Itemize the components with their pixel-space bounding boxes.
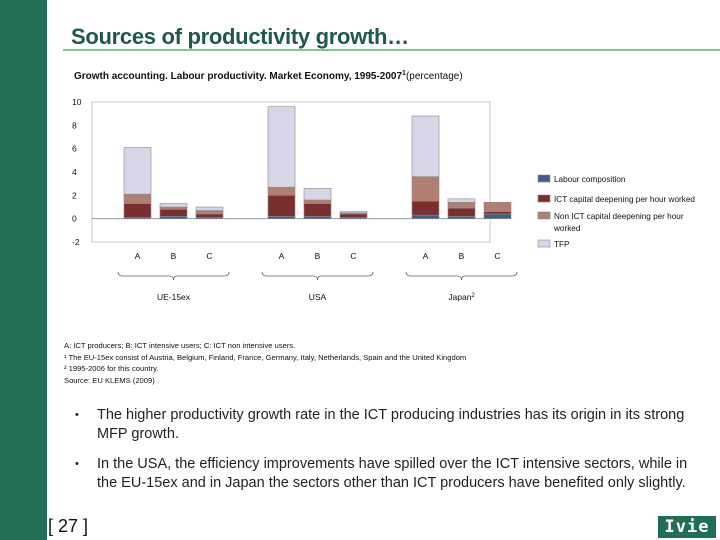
y-tick-label: 0 — [72, 214, 77, 224]
chart-title: Growth accounting. Labour productivity. … — [74, 70, 463, 82]
bar-segment — [303, 203, 332, 217]
bar-segment — [483, 202, 512, 212]
bullet-text: The higher productivity growth rate in t… — [97, 407, 685, 442]
ivie-logo: Ivie — [658, 516, 716, 538]
bar-segment — [411, 115, 440, 177]
x-category-label: C — [206, 251, 212, 261]
note-line: A: ICT producers; B: ICT intensive users… — [64, 341, 296, 350]
bar-segment — [411, 200, 440, 216]
x-category-label: B — [459, 251, 465, 261]
x-category-label: A — [135, 251, 141, 261]
legend-label: Non ICT capital deepening per hour worked — [553, 212, 684, 233]
bar-segment — [159, 216, 188, 219]
x-category-label: C — [494, 251, 500, 261]
group-brace — [261, 271, 374, 281]
bar-segment — [123, 193, 152, 204]
bar-segment — [339, 213, 368, 218]
bar-segment — [267, 195, 296, 217]
bullet-dot-icon: • — [75, 409, 79, 421]
note-line: ¹ The EU-15ex consist of Austria, Belgiu… — [64, 352, 467, 362]
x-category-label: A — [423, 251, 429, 261]
bar-segment — [267, 186, 296, 196]
bar-segment — [267, 216, 296, 219]
bar-segment — [447, 216, 476, 219]
note-line: ² 1995-2006 for this country. — [64, 364, 159, 374]
legend-label: TFP — [554, 240, 570, 249]
bullet-list: • The higher productivity growth rate in… — [75, 406, 705, 504]
bar-segment — [195, 210, 224, 215]
legend-swatch — [537, 194, 551, 203]
legend-label: ICT capital deepening per hour worked — [554, 195, 695, 204]
bar-segment — [303, 216, 332, 219]
bullet-item: • In the USA, the efficiency improvement… — [75, 455, 705, 493]
bar-segment — [123, 203, 152, 218]
x-category-label: C — [350, 251, 356, 261]
note-line: Source: EU KLEMS (2009) . — [64, 376, 159, 386]
y-tick-label: 2 — [72, 190, 77, 200]
legend-swatch — [537, 239, 551, 248]
bar-segment — [411, 214, 440, 219]
bar-segment — [447, 198, 476, 203]
bullet-item: • The higher productivity growth rate in… — [75, 406, 705, 444]
sidebar-stripe — [0, 0, 47, 540]
bar-segment — [339, 211, 368, 214]
plot-area: 10 8 6 4 2 0 -2 A B C UE-15ex A B C USA A B C Japan2 — [72, 97, 518, 302]
bar-segment — [159, 203, 188, 208]
chart-notes: A: ICT producers; B: ICT intensive users… — [64, 340, 466, 387]
plot-frame — [91, 101, 491, 243]
legend-swatch — [537, 174, 551, 183]
bar-segment — [267, 106, 296, 188]
x-category-label: B — [171, 251, 177, 261]
bar-segment — [195, 206, 224, 211]
y-tick-label: -2 — [72, 237, 80, 247]
legend-swatch — [537, 211, 551, 220]
legend-label: Labour composition — [554, 175, 626, 184]
page-number: [ 27 ] — [48, 516, 89, 536]
y-tick-label: 6 — [72, 144, 77, 154]
bar-segment — [195, 213, 224, 218]
bar-segment — [303, 199, 332, 204]
x-category-label: A — [279, 251, 285, 261]
bar-segment — [447, 202, 476, 209]
growth-accounting-chart: Growth accounting. Labour productivity. … — [72, 70, 695, 302]
bar-segment — [123, 147, 152, 195]
y-tick-label: 4 — [72, 167, 77, 177]
group-label: Japan2 — [448, 292, 475, 302]
page-title: Sources of productivity growth… — [71, 24, 409, 49]
group-brace — [117, 271, 230, 281]
bar-segment — [447, 207, 476, 217]
title-underline — [63, 49, 720, 51]
y-tick-label: 10 — [72, 97, 82, 107]
group-brace — [405, 271, 518, 281]
bullet-text: In the USA, the efficiency improvements … — [97, 456, 688, 491]
bar-segment — [303, 188, 332, 201]
y-tick-label: 8 — [72, 120, 77, 130]
bullet-dot-icon: • — [75, 458, 79, 470]
bar-segment — [159, 206, 188, 210]
x-category-label: B — [315, 251, 321, 261]
bar-segment — [159, 209, 188, 217]
bar-segment — [483, 213, 512, 219]
chart-legend: Labour composition ICT capital deepening … — [537, 174, 695, 249]
group-label: UE-15ex — [157, 292, 191, 302]
group-label: USA — [309, 292, 327, 302]
bar-segment — [411, 176, 440, 202]
bar-segment — [483, 211, 512, 215]
